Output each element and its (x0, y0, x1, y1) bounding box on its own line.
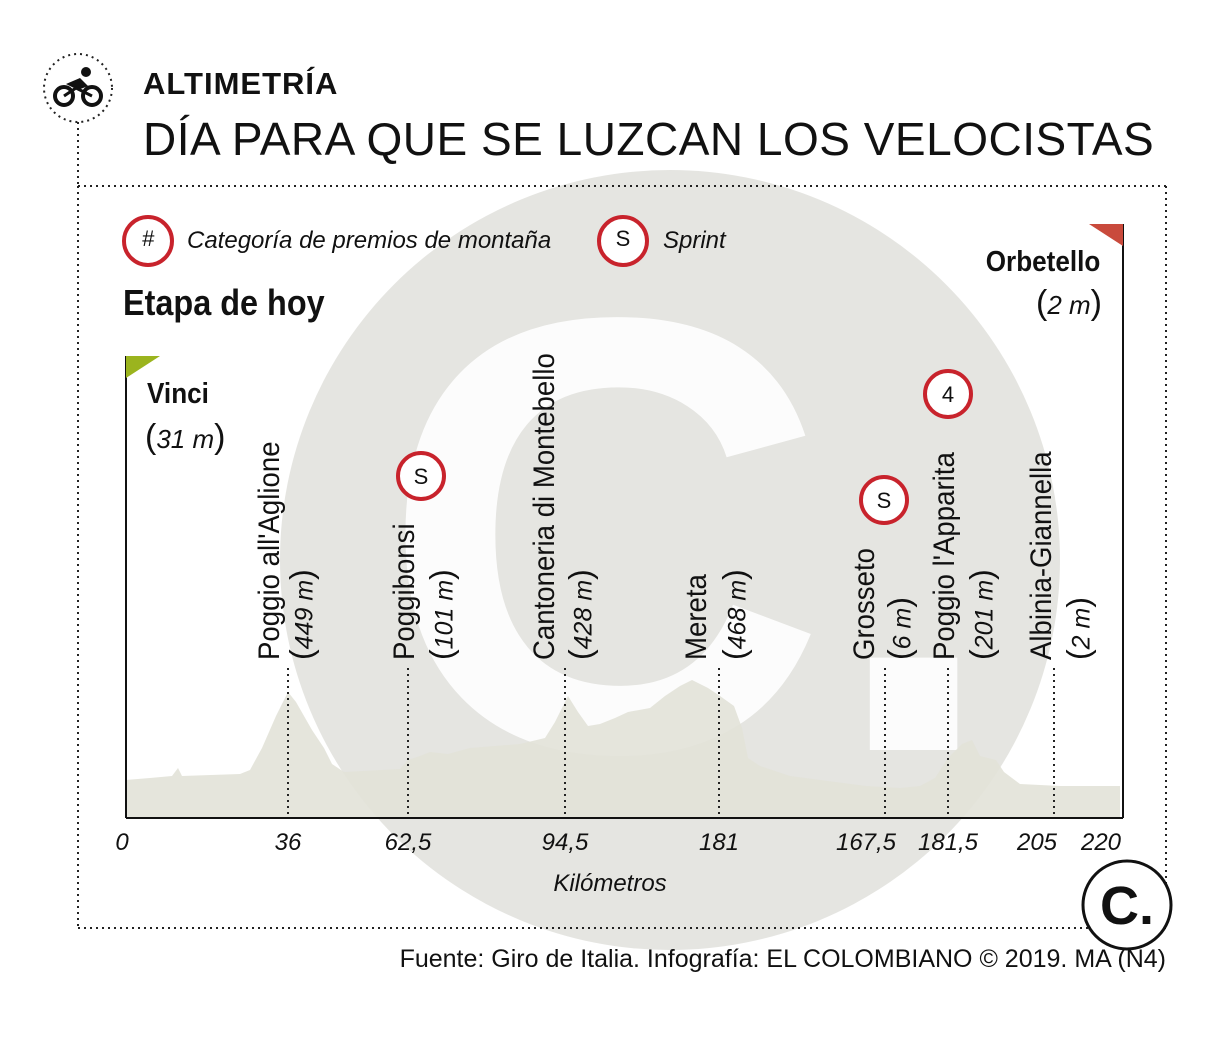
x-axis-label: Kilómetros (553, 870, 666, 897)
finish-altitude: 2 m (1047, 290, 1091, 320)
mountain-badge-icon (122, 215, 174, 267)
x-tick-label: 94,5 (542, 829, 589, 856)
start-flag (126, 356, 160, 378)
mountain-symbol: # (141, 226, 155, 251)
x-tick-label: 181,5 (918, 829, 979, 856)
point-name-label: Cantoneria di Montebello (528, 353, 561, 660)
point-name-label: Mereta (680, 574, 713, 660)
x-tick-label: 220 (1080, 829, 1122, 856)
sprint-symbol: S (615, 226, 631, 251)
point-altitude-label: (101 m) (423, 569, 460, 660)
start-city: Vinci (147, 378, 209, 410)
svg-text:C.: C. (1100, 876, 1154, 936)
x-tick-label: 62,5 (385, 829, 432, 856)
start-altitude-wrap: (31 m) (145, 418, 226, 456)
sprint-badge-icon (597, 215, 649, 267)
point-badge-icon (396, 451, 446, 501)
mountain-legend-label: Categoría de premios de montaña (187, 227, 552, 254)
point-badge-label: 4 (942, 382, 954, 407)
point-name-label: Poggibonsi (388, 523, 421, 660)
section-label: ALTIMETRÍA (143, 66, 339, 101)
footer-credit: Fuente: Giro de Italia. Infografía: EL C… (399, 945, 1166, 973)
logo-icon: C. (1081, 859, 1173, 951)
x-tick-label: 181 (699, 829, 739, 856)
point-name-label: Grosseto (848, 548, 881, 660)
x-tick-label: 205 (1016, 829, 1058, 856)
sprint-legend-label: Sprint (663, 227, 726, 254)
headline: DÍA PARA QUE SE LUZCAN LOS VELOCISTAS (143, 113, 1155, 165)
point-name-label: Poggio all'Aglione (253, 441, 286, 660)
x-tick-label: 167,5 (836, 829, 897, 856)
point-badge-icon (923, 369, 973, 419)
point-badge-label: S (414, 464, 429, 489)
point-altitude-label: (449 m) (283, 569, 320, 660)
finish-flag (1089, 224, 1123, 246)
point-altitude-label: (428 m) (562, 569, 599, 660)
start-altitude: 31 m (156, 424, 215, 454)
x-tick-label: 0 (115, 829, 129, 856)
finish-altitude-wrap: (2 m) (1036, 284, 1102, 322)
point-badge-icon (859, 475, 909, 525)
cyclist-icon (43, 53, 113, 123)
point-altitude-label: (201 m) (963, 569, 1000, 660)
profile-area (126, 680, 1120, 818)
stage-label: Etapa de hoy (123, 282, 325, 323)
point-altitude-label: (6 m) (881, 597, 918, 660)
point-altitude-label: (2 m) (1060, 597, 1097, 660)
point-name-label: Albinia-Giannella (1025, 451, 1058, 660)
x-tick-label: 36 (275, 829, 302, 856)
point-badge-label: S (877, 488, 892, 513)
point-altitude-label: (468 m) (716, 569, 753, 660)
point-name-label: Poggio l'Apparita (928, 452, 961, 660)
finish-city: Orbetello (985, 246, 1100, 278)
